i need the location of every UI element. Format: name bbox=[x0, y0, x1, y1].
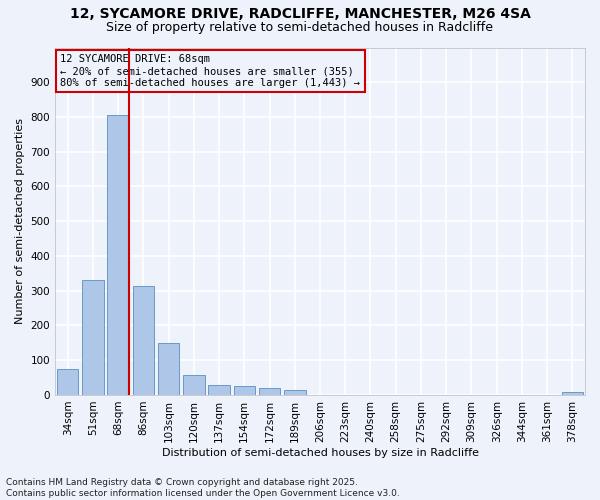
Bar bbox=[562, 392, 583, 395]
Bar bbox=[233, 386, 255, 395]
Text: Size of property relative to semi-detached houses in Radcliffe: Size of property relative to semi-detach… bbox=[107, 21, 493, 34]
Text: 12, SYCAMORE DRIVE, RADCLIFFE, MANCHESTER, M26 4SA: 12, SYCAMORE DRIVE, RADCLIFFE, MANCHESTE… bbox=[70, 8, 530, 22]
Bar bbox=[158, 343, 179, 395]
Bar bbox=[259, 388, 280, 395]
Text: 12 SYCAMORE DRIVE: 68sqm
← 20% of semi-detached houses are smaller (355)
80% of : 12 SYCAMORE DRIVE: 68sqm ← 20% of semi-d… bbox=[61, 54, 361, 88]
Y-axis label: Number of semi-detached properties: Number of semi-detached properties bbox=[15, 118, 25, 324]
X-axis label: Distribution of semi-detached houses by size in Radcliffe: Distribution of semi-detached houses by … bbox=[161, 448, 479, 458]
Bar bbox=[284, 390, 305, 395]
Bar bbox=[57, 369, 79, 395]
Text: Contains HM Land Registry data © Crown copyright and database right 2025.
Contai: Contains HM Land Registry data © Crown c… bbox=[6, 478, 400, 498]
Bar bbox=[107, 116, 129, 395]
Bar bbox=[183, 375, 205, 395]
Bar bbox=[208, 384, 230, 395]
Bar bbox=[133, 286, 154, 395]
Bar bbox=[82, 280, 104, 395]
